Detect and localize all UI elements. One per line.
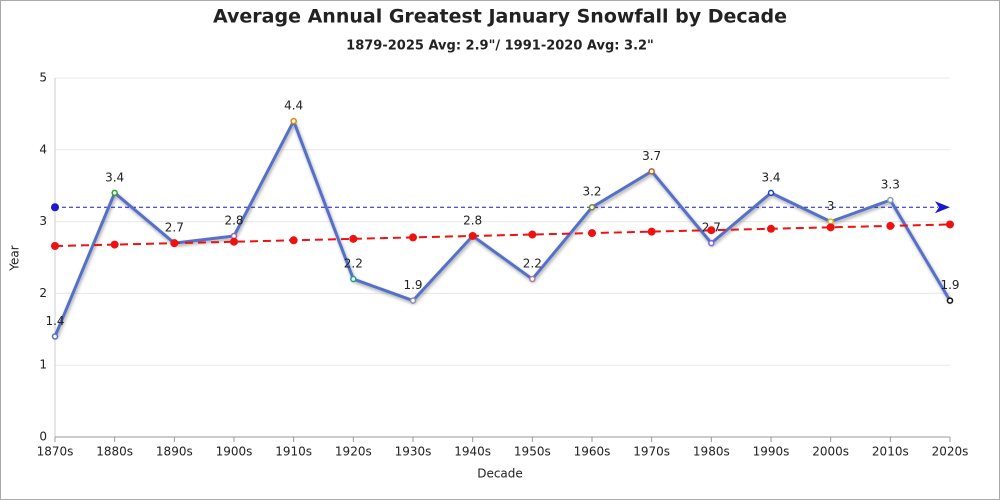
- point: [886, 221, 895, 230]
- point: [887, 196, 894, 204]
- x-tick-label: 1980s: [693, 445, 730, 459]
- point: [409, 233, 417, 242]
- x-tick-label: 1900s: [216, 445, 253, 459]
- data-label: 1.9: [403, 278, 422, 292]
- x-tick-label: 1870s: [37, 445, 74, 459]
- data-label: 2.7: [165, 221, 184, 235]
- x-tick-label: 1880s: [96, 445, 133, 459]
- chart-subtitle: 1879-2025 Avg: 2.9"/ 1991-2020 Avg: 3.2": [346, 39, 654, 54]
- y-tick-label: 3: [39, 214, 47, 228]
- point: [826, 223, 835, 232]
- reference-arrow: [935, 201, 950, 214]
- data-label: 3.3: [881, 178, 900, 192]
- point: [230, 237, 238, 246]
- y-tick-label: 5: [39, 71, 47, 85]
- data-label: 2.8: [224, 213, 243, 227]
- point: [647, 227, 656, 236]
- y-tick-label: 2: [39, 286, 47, 300]
- x-tick-label: 1910s: [275, 445, 312, 459]
- point: [51, 242, 59, 251]
- point: [767, 189, 775, 197]
- point: [707, 226, 716, 235]
- point: [588, 229, 596, 238]
- data-label: 4.4: [284, 99, 303, 113]
- point: [529, 275, 536, 283]
- series-line: [54, 223, 951, 248]
- point: [468, 231, 477, 240]
- x-tick-label: 1930s: [395, 445, 432, 459]
- x-tick-label: 2010s: [872, 445, 909, 459]
- data-label: 3.7: [642, 149, 661, 163]
- point: [350, 275, 357, 283]
- y-tick-label: 0: [39, 430, 47, 444]
- x-tick-label: 2020s: [932, 445, 969, 459]
- point: [946, 220, 954, 229]
- x-tick-label: 1890s: [156, 445, 193, 459]
- data-label: 3: [827, 199, 835, 213]
- point: [111, 189, 118, 197]
- y-tick-label: 4: [39, 142, 47, 156]
- data-label: 3.4: [761, 170, 780, 184]
- data-label: 2.2: [523, 257, 542, 271]
- point: [528, 230, 537, 239]
- x-tick-label: 1960s: [574, 445, 611, 459]
- x-tick-label: 1990s: [753, 445, 790, 459]
- series-line: [53, 117, 952, 338]
- y-axis-label: Year: [8, 245, 22, 271]
- point: [648, 168, 655, 175]
- point: [708, 239, 715, 247]
- point: [289, 236, 298, 245]
- data-label: 2.2: [344, 257, 363, 271]
- point: [51, 333, 59, 340]
- point: [946, 297, 954, 304]
- x-tick-label: 2000s: [812, 445, 849, 459]
- x-tick-label: 1950s: [514, 445, 551, 459]
- reference-start: [51, 203, 59, 212]
- x-tick-label: 1920s: [335, 445, 372, 459]
- point: [290, 117, 297, 125]
- point: [767, 224, 775, 233]
- point: [409, 297, 417, 304]
- data-label: 3.2: [582, 185, 601, 199]
- point: [349, 234, 358, 243]
- data-label: 1.4: [45, 314, 64, 328]
- x-tick-label: 1940s: [454, 445, 491, 459]
- data-label: 2.8: [463, 213, 482, 227]
- point: [110, 240, 119, 249]
- data-label: 3.4: [105, 170, 124, 184]
- x-tick-label: 1970s: [633, 445, 670, 459]
- y-tick-label: 1: [39, 358, 47, 372]
- point: [588, 203, 596, 211]
- data-label: 1.9: [940, 278, 959, 292]
- x-axis-label: Decade: [477, 467, 523, 481]
- chart-title: Average Annual Greatest January Snowfall…: [213, 6, 787, 28]
- point: [170, 239, 179, 248]
